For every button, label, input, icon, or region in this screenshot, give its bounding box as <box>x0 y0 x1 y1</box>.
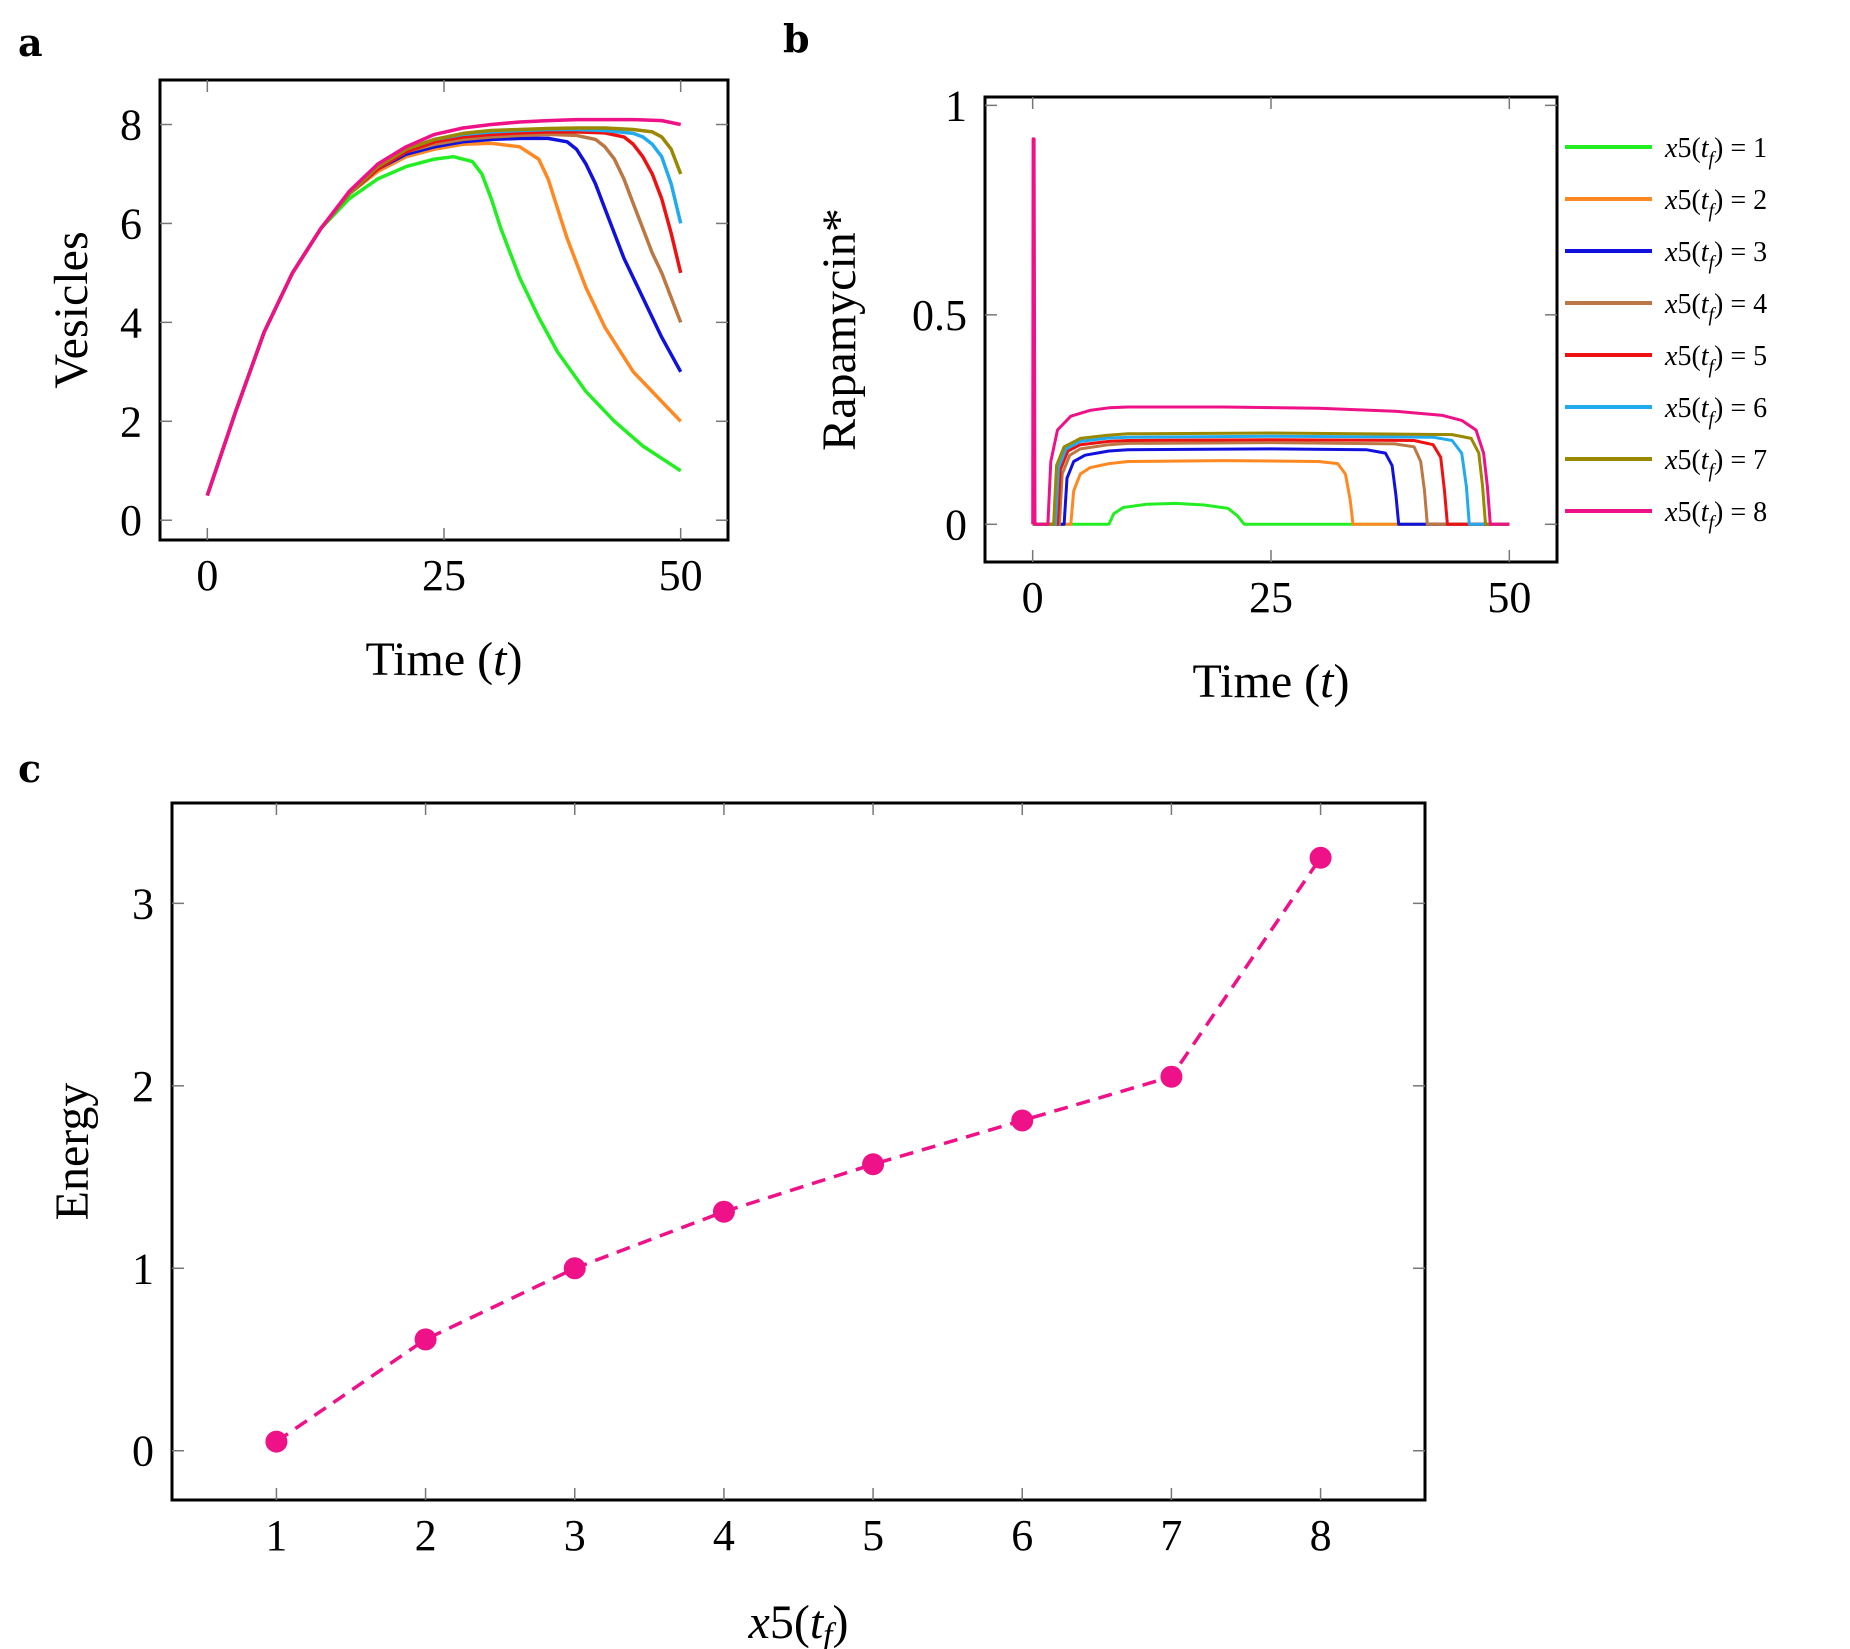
series-line-1 <box>1032 501 1510 526</box>
energy-point-6 <box>1011 1109 1034 1132</box>
x-tick-label: 8 <box>1310 1511 1332 1560</box>
chart-b-rapamycin: 0 25 50 0 0.5 1 Time (t) Rapamycin* <box>813 81 1559 708</box>
y-tick-label: 8 <box>120 101 142 150</box>
chart-a-vesicles: 0 25 50 0 2 4 6 8 Time (t) Vesicles <box>45 78 730 686</box>
x-tick-label: 50 <box>1487 573 1531 622</box>
energy-line <box>275 856 1323 1444</box>
legend-entry-1: x5(tf) = 1 <box>1664 133 1767 170</box>
energy-point-7 <box>1160 1065 1183 1088</box>
legend-entry-8: x5(tf) = 8 <box>1664 497 1767 534</box>
legend-entry-2: x5(tf) = 2 <box>1664 185 1767 222</box>
panel-label-a: a <box>18 20 43 65</box>
energy-point-2 <box>414 1328 437 1351</box>
x-tick-label: 2 <box>415 1511 437 1560</box>
x-tick-label: 25 <box>422 551 466 600</box>
y-tick-label: 6 <box>120 199 142 248</box>
y-axis-label: Vesicles <box>45 231 98 388</box>
y-tick-label: 0 <box>945 500 967 549</box>
series-line-4 <box>1032 441 1510 526</box>
y-axis-label: Energy <box>46 1083 99 1221</box>
chart-c-frame <box>170 801 1427 1502</box>
chart-b-legend: x5(tf) = 1 x5(tf) = 2 x5(tf) = 3 x5(tf) = 4… <box>1565 133 1767 534</box>
legend-entry-4: x5(tf) = 4 <box>1664 289 1767 326</box>
x-tick-label: 7 <box>1160 1511 1182 1560</box>
x-axis-label: Time (t) <box>366 633 523 686</box>
x-tick-label: 0 <box>1022 573 1044 622</box>
series-line-7 <box>205 126 683 497</box>
series-line-8 <box>1031 137 1510 526</box>
series-line-7 <box>1032 431 1510 526</box>
legend-entry-3: x5(tf) = 3 <box>1664 237 1767 274</box>
y-tick-label: 0 <box>132 1427 154 1476</box>
y-tick-label: 0 <box>120 496 142 545</box>
y-axis-label: Rapamycin* <box>813 208 866 451</box>
x-tick-label: 6 <box>1011 1511 1033 1560</box>
energy-point-5 <box>862 1153 885 1176</box>
legend-entry-6: x5(tf) = 6 <box>1664 393 1767 430</box>
y-tick-label: 4 <box>120 298 142 347</box>
series-line-8 <box>205 117 682 497</box>
y-tick-label: 1 <box>945 81 967 130</box>
legend-entry-5: x5(tf) = 5 <box>1664 341 1767 378</box>
x-tick-label: 5 <box>862 1511 884 1560</box>
series-line-4 <box>205 132 683 497</box>
x-tick-label: 4 <box>713 1511 735 1560</box>
series-line-6 <box>205 127 683 497</box>
series-line-2 <box>205 141 682 497</box>
y-tick-label: 2 <box>132 1062 154 1111</box>
y-tick-label: 0.5 <box>912 291 967 340</box>
energy-point-4 <box>712 1200 735 1223</box>
energy-point-8 <box>1309 846 1332 869</box>
y-tick-label: 2 <box>120 397 142 446</box>
energy-point-1 <box>265 1430 288 1453</box>
series-line-5 <box>1032 438 1510 526</box>
x-tick-label: 25 <box>1249 573 1293 622</box>
y-tick-label: 1 <box>132 1244 154 1293</box>
panel-label-c: c <box>18 746 41 791</box>
y-tick-label: 3 <box>132 879 154 928</box>
chart-c-energy: 1 2 3 4 5 6 7 8 0 1 2 3 x5(tf) Energy <box>46 801 1427 1649</box>
x-tick-label: 0 <box>196 551 218 600</box>
series-line-3 <box>205 136 683 497</box>
x-axis-label: Time (t) <box>1193 655 1350 708</box>
legend-entry-7: x5(tf) = 7 <box>1664 445 1767 482</box>
chart-b-frame <box>983 95 1559 564</box>
series-line-5 <box>205 130 683 497</box>
series-line-2 <box>1032 459 1510 526</box>
x-tick-label: 50 <box>659 551 703 600</box>
x-tick-label: 1 <box>265 1511 287 1560</box>
x-axis-label: x5(tf) <box>748 1596 849 1649</box>
series-line-3 <box>1032 447 1510 526</box>
series-line-6 <box>1032 434 1510 526</box>
x-tick-label: 3 <box>564 1511 586 1560</box>
series-line-1 <box>205 154 682 497</box>
energy-point-3 <box>563 1257 586 1280</box>
panel-label-b: b <box>783 16 810 61</box>
